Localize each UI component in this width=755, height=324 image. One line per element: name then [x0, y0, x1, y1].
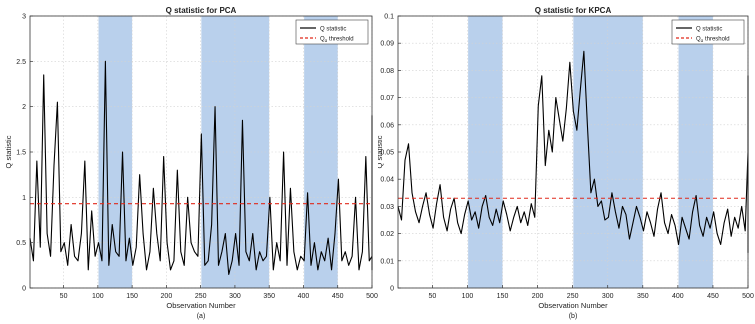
legend-threshold-subscript: α [701, 38, 704, 43]
shaded-region-2 [201, 16, 270, 288]
y-tick-label-2: 0.01 [380, 258, 394, 265]
x-tick-label-4: 200 [161, 293, 173, 300]
x-tick-label-8: 400 [298, 293, 310, 300]
x-tick-label-9: 450 [707, 293, 719, 300]
y-tick-label-1: 0 [390, 286, 394, 293]
y-tick-label-8: 0.07 [380, 95, 394, 102]
y-tick-label-3: 1 [22, 195, 26, 202]
y-tick-label-5: 0.04 [380, 177, 394, 184]
x-tick-label-10: 500 [366, 293, 378, 300]
chart-kpca: 50 100 150 200 250 300 350 400 450 500 0 0.01 0.02 0.… [378, 6, 754, 320]
y-tick-label-11: 0.1 [384, 14, 394, 21]
y-tick-label-4: 1.5 [16, 150, 26, 157]
x-tick-label-5: 250 [195, 293, 207, 300]
y-tick-label-3: 0.02 [380, 231, 394, 238]
legend-threshold-symbol: Q [320, 37, 325, 43]
x-tick-label-6: 300 [602, 293, 614, 300]
legend-label-threshold: Qα threshold [696, 37, 730, 44]
legend-label-threshold: Qα threshold [320, 37, 354, 44]
x-tick-label-5: 250 [567, 293, 579, 300]
x-tick-label-7: 350 [263, 293, 275, 300]
legend-threshold-subscript: α [325, 38, 328, 43]
x-axis-label: Observation Number [538, 301, 608, 310]
legend-label-q-statistic: Q statistic [696, 27, 722, 33]
legend-box [295, 19, 369, 45]
y-tick-label-4: 0.03 [380, 204, 394, 211]
x-tick-label-4: 200 [532, 293, 544, 300]
y-tick-label-9: 0.08 [380, 68, 394, 75]
panel-caption: (a) [197, 313, 206, 320]
x-tick-label-2: 100 [92, 293, 104, 300]
y-tick-label-2: 0.5 [16, 240, 26, 247]
y-tick-label-7: 3 [22, 14, 26, 21]
y-axis-label: Q statistic [4, 135, 13, 168]
x-tick-label-3: 150 [126, 293, 138, 300]
legend-threshold-text: threshold [703, 37, 729, 43]
panel-caption: (b) [569, 313, 578, 320]
y-axis-label: Q statistic [378, 135, 384, 168]
y-tick-label-5: 2 [22, 104, 26, 111]
y-tick-label-10: 0.09 [380, 41, 394, 48]
legend-box [671, 19, 745, 45]
chart-panel-pca: 50 100 150 200 250 300 350 400 450 500 0 0.5 1 1.5 2 2.… [4, 6, 378, 320]
chart-title: Q statistic for KPCA [535, 6, 612, 15]
chart-pca: 50 100 150 200 250 300 350 400 450 500 0 0.5 1 1.5 2 2.… [4, 6, 378, 320]
x-tick-label-1: 50 [428, 293, 436, 300]
x-tick-label-6: 300 [229, 293, 241, 300]
legend-label-q-statistic: Q statistic [320, 27, 346, 33]
x-tick-label-9: 450 [332, 293, 344, 300]
x-tick-label-7: 350 [637, 293, 649, 300]
x-axis-label: Observation Number [166, 301, 236, 310]
x-tick-label-1: 50 [60, 293, 68, 300]
y-tick-label-1: 0 [22, 286, 26, 293]
chart-title: Q statistic for PCA [166, 6, 237, 15]
legend-threshold-text: threshold [327, 37, 353, 43]
chart-panel-kpca: 50 100 150 200 250 300 350 400 450 500 0 0.01 0.02 0.… [378, 0, 755, 324]
x-tick-label-2: 100 [462, 293, 474, 300]
x-tick-label-10: 500 [742, 293, 754, 300]
x-tick-label-3: 150 [497, 293, 509, 300]
x-tick-label-8: 400 [672, 293, 684, 300]
y-tick-label-6: 0.05 [380, 150, 394, 157]
y-tick-label-7: 0.06 [380, 122, 394, 129]
legend-threshold-symbol: Q [696, 37, 701, 43]
y-tick-label-6: 2.5 [16, 59, 26, 66]
